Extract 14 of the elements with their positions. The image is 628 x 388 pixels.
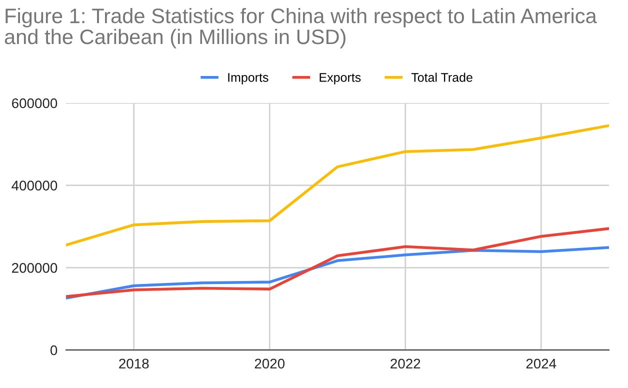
legend-label: Exports [320, 73, 361, 84]
y-tick-label: 200000 [12, 263, 58, 273]
chart-title: Figure 1: Trade Statistics for China with respect to Latin America and the Caribean (in Millions in USD) [4, 8, 597, 48]
legend-label: Imports [228, 73, 268, 84]
x-tick-label: 2024 [526, 358, 556, 369]
x-tick-label: 2020 [254, 358, 285, 369]
x-tick-label: 2022 [390, 358, 420, 369]
y-tick-label: 400000 [12, 180, 58, 191]
y-tick-label: 0 [50, 345, 58, 356]
line-series [66, 124, 609, 246]
line-series [66, 227, 609, 298]
legend-label: Total Trade [411, 72, 472, 82]
y-tick-label: 600000 [12, 98, 58, 108]
x-tick-label: 2018 [119, 358, 149, 369]
